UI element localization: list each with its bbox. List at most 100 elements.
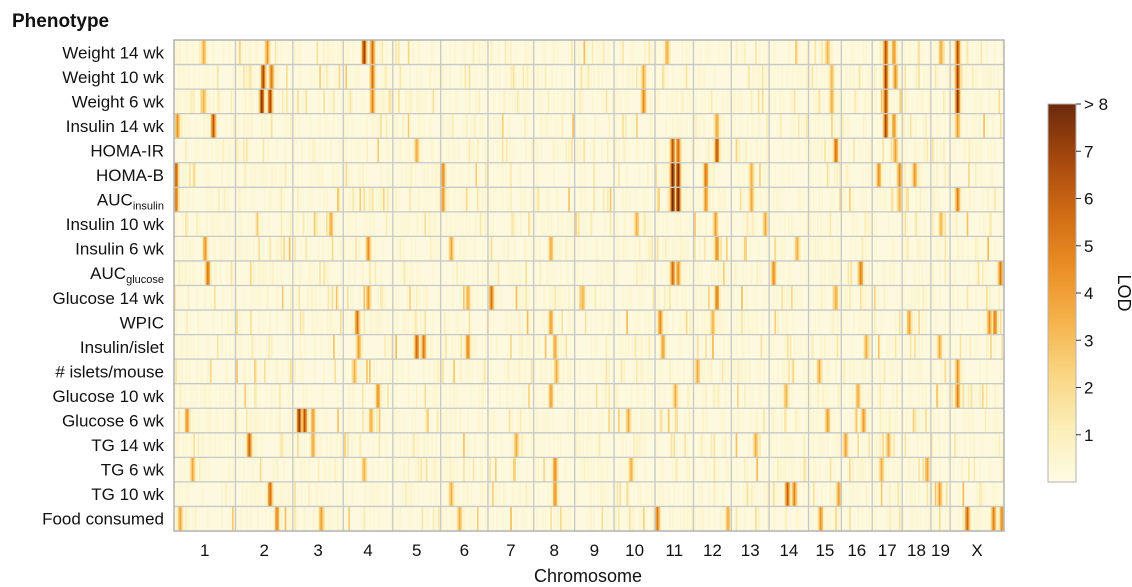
- heatmap-cell: [642, 187, 645, 212]
- heatmap-cell: [731, 408, 734, 433]
- heatmap-row: [174, 383, 1004, 409]
- heatmap-cell: [597, 89, 599, 114]
- heatmap-cell: [324, 260, 327, 286]
- heatmap-cell: [384, 285, 386, 311]
- heatmap-cell: [414, 162, 417, 188]
- heatmap-cell: [918, 457, 920, 482]
- heatmap-cell: [529, 481, 532, 507]
- heatmap-cell: [463, 285, 465, 311]
- heatmap-cell: [243, 64, 245, 90]
- heatmap-cell: [658, 89, 660, 114]
- heatmap-cell: [411, 40, 414, 65]
- heatmap-cell: [465, 211, 468, 237]
- heatmap-cell: [575, 481, 577, 507]
- heatmap-cell: [822, 211, 825, 237]
- heatmap-cell: [324, 113, 327, 139]
- heatmap-cell: [389, 359, 392, 384]
- heatmap-cell: [197, 138, 200, 163]
- heatmap-cell: [175, 506, 178, 531]
- heatmap-cell: [648, 334, 651, 360]
- heatmap-cell: [204, 457, 207, 482]
- heatmap-cell: [328, 310, 331, 335]
- heatmap-cell: [575, 211, 577, 237]
- heatmap-cell: [742, 334, 745, 360]
- heatmap-cell: [216, 187, 219, 212]
- heatmap-cell: [541, 211, 544, 237]
- heatmap-cell: [879, 64, 882, 90]
- heatmap-cell: [839, 334, 842, 360]
- phenotype-label-main: HOMA-IR: [90, 142, 164, 161]
- heatmap-cell: [847, 138, 850, 163]
- chromosome-tick-label: 19: [931, 541, 950, 560]
- heatmap-cell: [772, 187, 775, 212]
- heatmap-cell: [176, 89, 179, 114]
- heatmap-cell: [883, 187, 886, 212]
- heatmap-cell: [905, 64, 908, 90]
- heatmap-cell: [970, 506, 973, 531]
- heatmap-cell: [355, 359, 357, 384]
- heatmap-cell: [399, 64, 402, 90]
- heatmap-cell: [492, 236, 494, 261]
- heatmap-cell: [205, 89, 208, 114]
- heatmap-cell: [265, 506, 267, 531]
- heatmap-cell: [613, 138, 616, 163]
- heatmap-cell: [701, 383, 703, 409]
- heatmap-cell: [250, 408, 252, 433]
- heatmap-cell: [297, 187, 299, 212]
- heatmap-cell: [301, 236, 303, 261]
- heatmap-cell: [943, 162, 945, 188]
- heatmap-cell: [295, 138, 298, 163]
- heatmap-cell: [579, 40, 581, 65]
- heatmap-cell: [966, 285, 969, 311]
- heatmap-cell: [737, 408, 739, 433]
- heatmap-cell: [204, 408, 207, 433]
- heatmap-cell: [446, 187, 449, 212]
- heatmap-cell: [731, 113, 734, 139]
- heatmap-cell: [651, 236, 653, 261]
- heatmap-cell: [821, 187, 824, 212]
- heatmap-cell: [619, 457, 622, 482]
- heatmap-cell: [322, 64, 324, 90]
- heatmap-cell: [864, 334, 866, 360]
- heatmap-cell: [420, 64, 422, 90]
- heatmap-cell: [986, 285, 988, 311]
- heatmap-cell: [561, 383, 564, 409]
- heatmap-cell: [605, 383, 608, 409]
- heatmap-cell: [907, 187, 909, 212]
- heatmap-cell: [714, 211, 717, 237]
- heatmap-cell: [499, 64, 501, 90]
- heatmap-cell: [891, 138, 894, 163]
- heatmap-cell: [808, 187, 811, 212]
- heatmap-cell: [907, 113, 909, 139]
- heatmap-cell: [423, 334, 425, 360]
- heatmap-cell: [443, 187, 446, 212]
- chromosome-tick-label: 3: [313, 541, 322, 560]
- heatmap-cell: [317, 236, 320, 261]
- heatmap-row: [174, 481, 1004, 507]
- heatmap-cell: [485, 260, 487, 286]
- phenotype-label: Insulin 6 wk: [75, 240, 164, 259]
- heatmap-cell: [761, 211, 764, 237]
- heatmap-cell: [371, 113, 374, 139]
- heatmap-cell: [676, 408, 678, 433]
- heatmap-cell: [522, 187, 525, 212]
- heatmap-cell: [965, 334, 967, 360]
- heatmap-cell: [251, 260, 254, 286]
- heatmap-cell: [858, 457, 861, 482]
- heatmap-cell: [755, 211, 757, 237]
- heatmap-cell: [933, 506, 936, 531]
- heatmap-cell: [636, 113, 638, 139]
- heatmap-cell: [530, 359, 533, 384]
- heatmap-cell: [861, 138, 864, 163]
- heatmap-cell: [326, 260, 328, 286]
- heatmap-cell: [727, 506, 730, 531]
- heatmap-cell: [533, 138, 536, 163]
- heatmap-cell: [732, 236, 735, 261]
- heatmap-cell: [855, 359, 858, 384]
- heatmap-cell: [429, 236, 432, 261]
- heatmap-cell: [937, 64, 940, 90]
- heatmap-cell: [197, 334, 200, 360]
- heatmap-cell: [420, 113, 422, 139]
- heatmap-cell: [468, 506, 471, 531]
- heatmap-cell: [833, 260, 836, 286]
